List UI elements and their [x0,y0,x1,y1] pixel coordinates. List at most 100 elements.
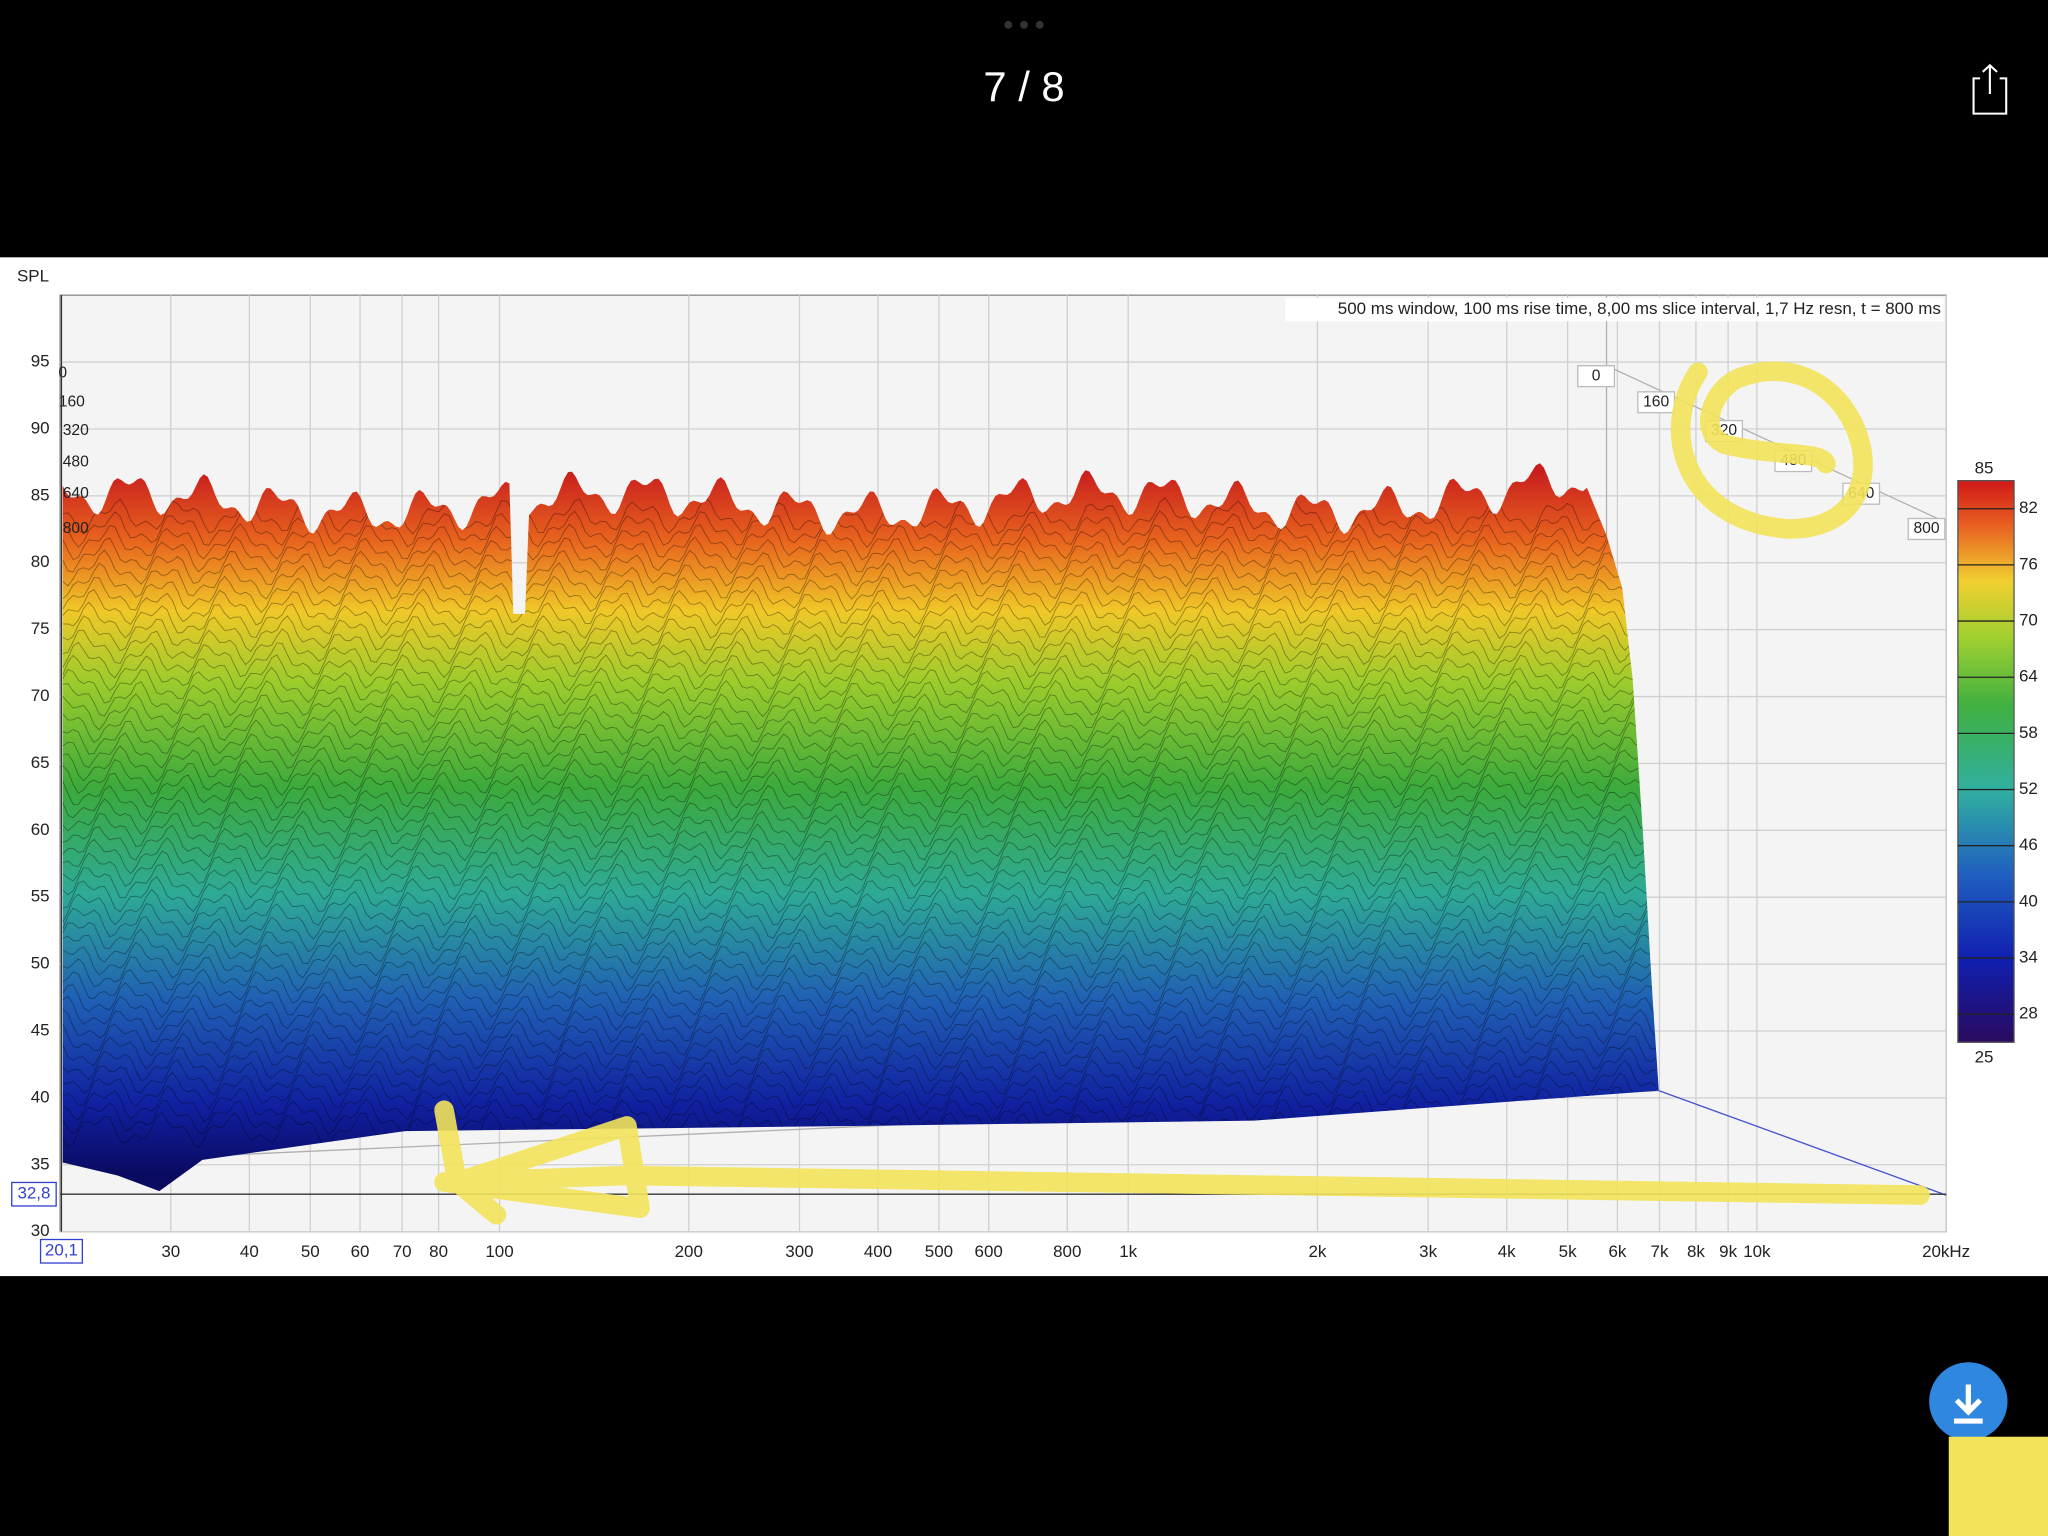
slice-line [62,980,1657,1019]
slice-line [62,536,1657,574]
y-tick-label: 90 [31,418,50,437]
slice-line [62,941,1657,979]
color-scale [1957,479,2015,1043]
color-scale-min: 25 [1975,1047,1994,1066]
x-tick-label: 4k [1498,1242,1516,1261]
cursor-y-label: 32,8 [17,1184,50,1203]
y-tick-label: 35 [31,1154,50,1173]
slice-line [62,496,1657,535]
color-tick-bg [2015,779,2045,800]
slice-line [62,993,1657,1031]
color-tick-label: 70 [2019,611,2038,630]
annotation-box [1285,297,1944,322]
color-tick-label: 58 [2019,723,2038,742]
color-tick-bg [2015,554,2045,576]
share-button[interactable] [1972,63,2008,115]
x-tick-label: 600 [975,1242,1003,1261]
x-tick-label: 30 [161,1242,180,1261]
slice-line [62,836,1657,875]
slice-line [62,693,1657,731]
slice-line [62,614,1657,653]
slice-line [62,666,1657,705]
dot [1004,20,1013,29]
x-tick-label: 60 [351,1242,370,1261]
annotation: 500 ms window, 100 ms rise time, 8,00 ms… [1338,299,1941,318]
time-tick-label: 480 [63,454,89,471]
y-tick-label: 70 [31,686,50,705]
page-counter: 7 / 8 [983,63,1064,110]
time-tick-box [1577,365,1616,388]
slice-line [62,601,1657,639]
x-tick-label: 5k [1559,1242,1577,1261]
x-tick-label: 8k [1687,1242,1705,1261]
slice-line [62,784,1657,823]
x-tick-label: 6k [1608,1242,1626,1261]
color-scale-max: 85 [1975,458,1994,477]
y-tick-label: 75 [31,619,50,638]
slice-line [62,915,1657,953]
time-tick-label: 800 [1913,520,1939,537]
x-tick-label: 2k [1308,1242,1326,1261]
x-tick-label: 70 [393,1242,412,1261]
x-tick-label: 500 [925,1242,953,1261]
color-tick-bg [2015,666,2045,688]
slice-line [62,927,1657,966]
x-tick-label: 40 [240,1242,259,1261]
color-tick-label: 52 [2019,779,2038,798]
slice-line [62,797,1657,836]
x-tick-label: 9k [1719,1242,1737,1261]
slice-line [62,875,1657,914]
color-tick-label: 46 [2019,835,2038,854]
x-tick-label: 50 [301,1242,320,1261]
color-tick-bg [2015,610,2045,632]
slice-line [62,901,1657,940]
highlight [434,361,1930,1225]
waterfall-surface [62,463,1659,1192]
time-tick-label: 320 [63,422,89,439]
x-tick-label: 20kHz [1922,1242,1970,1261]
y-axis-label: SPL [17,266,49,285]
slice-lines [62,496,1657,1149]
color-tick-bg [2015,947,2045,969]
y-tick-label: 65 [31,753,50,772]
time-tick-label: 800 [63,520,89,537]
slice-line [62,719,1657,757]
x-tick-label: 7k [1651,1242,1669,1261]
y-tick-label: 80 [31,552,50,571]
color-tick-bg [2015,835,2045,857]
color-tick-label: 28 [2019,1004,2038,1023]
cursor-x-label: 20,1 [45,1241,78,1260]
color-tick-label: 64 [2019,667,2038,686]
slice-line [62,1045,1657,1084]
x-tick-label: 400 [864,1242,892,1261]
time-tick-label: 0 [1592,367,1601,384]
slice-line [62,810,1657,849]
time-tick-label: 0 [58,365,67,382]
slice-line [62,888,1657,927]
color-tick-label: 76 [2019,554,2038,573]
color-tick-label: 34 [2019,948,2038,967]
time-tick-box [1907,517,1946,541]
slice-line [62,562,1657,600]
slice-line [62,588,1657,627]
download-icon [1953,1384,1983,1424]
slice-line [62,771,1657,810]
slice-line [62,640,1657,679]
y-tick-label: 60 [31,820,50,839]
slice-line [62,1058,1657,1097]
slice-line [62,823,1657,862]
slice-line [62,1085,1657,1123]
slice-line [62,849,1657,888]
slice-line [62,954,1657,992]
y-tick-label: 30 [31,1221,50,1240]
x-tick-label: 1k [1119,1242,1137,1261]
slice-line [62,705,1657,744]
color-tick-bg [2015,1003,2045,1025]
slice-line [62,627,1657,666]
slice-line [62,653,1657,692]
time-tick-label: 160 [59,393,85,410]
dot [1020,20,1028,29]
slice-line [62,679,1657,718]
